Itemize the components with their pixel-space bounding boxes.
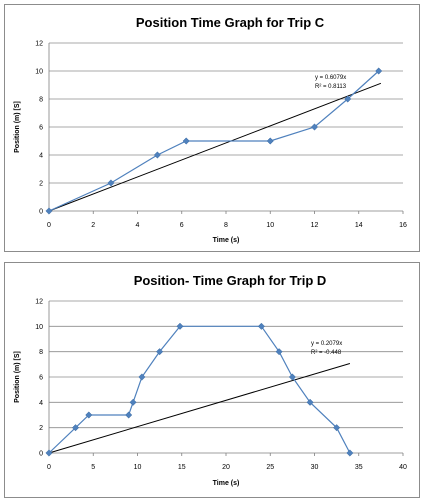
series-line <box>48 325 351 454</box>
x-axis-label: Time (s) <box>213 480 240 487</box>
x-tick-label: 20 <box>222 464 230 471</box>
data-point <box>125 411 133 419</box>
data-point <box>45 207 53 215</box>
y-tick-label: 0 <box>39 209 43 216</box>
x-tick-label: 5 <box>91 464 95 471</box>
data-point <box>45 449 53 457</box>
y-axis-label: Position (m) [S] <box>14 101 21 153</box>
data-point <box>375 67 383 75</box>
y-tick-label: 8 <box>39 349 43 356</box>
y-tick-label: 2 <box>39 181 43 188</box>
x-tick-label: 10 <box>266 222 274 229</box>
data-point <box>182 137 190 145</box>
data-point <box>333 424 341 432</box>
x-tick-label: 8 <box>224 222 228 229</box>
data-point <box>153 151 161 159</box>
data-point <box>176 322 184 330</box>
data-point <box>85 411 93 419</box>
data-point <box>257 322 265 330</box>
chart-panel-trip-d: Position- Time Graph for Trip D 0 2 4 6 8 10 12… <box>4 262 420 498</box>
trendline-annotation: R² = 0.8113 <box>315 84 347 90</box>
data-point <box>306 398 314 406</box>
x-tick-label: 25 <box>266 464 274 471</box>
x-tick-label: 15 <box>178 464 186 471</box>
chart-trip-d: Position- Time Graph for Trip D 0 2 4 6 8 10 12… <box>14 273 407 487</box>
y-tick-label: 10 <box>35 69 43 76</box>
y-tick-label: 4 <box>39 153 43 160</box>
x-tick-label: 0 <box>47 222 51 229</box>
trendline-annotation: R² = -0.448 <box>311 350 342 356</box>
x-tick-label: 4 <box>136 222 140 229</box>
y-tick-label: 12 <box>35 299 43 306</box>
x-tick-label: 2 <box>91 222 95 229</box>
x-tick-label: 10 <box>134 464 142 471</box>
data-point <box>344 95 352 103</box>
chart-panel-trip-c: Position Time Graph for Trip C 0 2 4 6 8 10 12 0… <box>4 4 420 252</box>
chart-title: Position- Time Graph for Trip D <box>134 273 327 288</box>
y-tick-label: 10 <box>35 324 43 331</box>
data-point <box>310 123 319 131</box>
trendline <box>48 82 382 212</box>
data-point <box>346 449 354 457</box>
x-tick-label: 30 <box>311 464 319 471</box>
trendline-annotation: y = 0.2079x <box>311 341 342 347</box>
trendline <box>48 362 351 454</box>
series-line <box>48 70 380 212</box>
y-tick-label: 6 <box>39 125 43 132</box>
data-point <box>138 373 146 381</box>
data-point <box>71 424 80 432</box>
y-tick-label: 4 <box>39 400 43 407</box>
x-tick-label: 16 <box>399 222 407 229</box>
y-axis-label: Position (m) [S] <box>14 351 21 403</box>
x-axis-label: Time (s) <box>213 237 240 244</box>
data-point <box>266 137 274 145</box>
chart-title: Position Time Graph for Trip C <box>136 15 325 30</box>
x-tick-label: 40 <box>399 464 407 471</box>
x-tick-label: 12 <box>311 222 319 229</box>
data-point <box>156 348 164 356</box>
data-point <box>288 373 296 381</box>
x-tick-label: 0 <box>47 464 51 471</box>
y-tick-label: 2 <box>39 425 43 432</box>
y-tick-label: 8 <box>39 97 43 104</box>
y-tick-label: 6 <box>39 375 43 382</box>
data-point <box>107 179 115 187</box>
data-point <box>275 348 283 356</box>
x-tick-label: 6 <box>180 222 184 229</box>
data-point <box>129 398 137 406</box>
trendline-annotation: y = 0.6079x <box>315 75 346 81</box>
x-tick-label: 35 <box>355 464 363 471</box>
chart-trip-c: Position Time Graph for Trip C 0 2 4 6 8 10 12 0… <box>14 15 407 244</box>
x-tick-label: 14 <box>355 222 363 229</box>
y-tick-label: 0 <box>39 451 43 458</box>
y-tick-label: 12 <box>35 41 43 48</box>
